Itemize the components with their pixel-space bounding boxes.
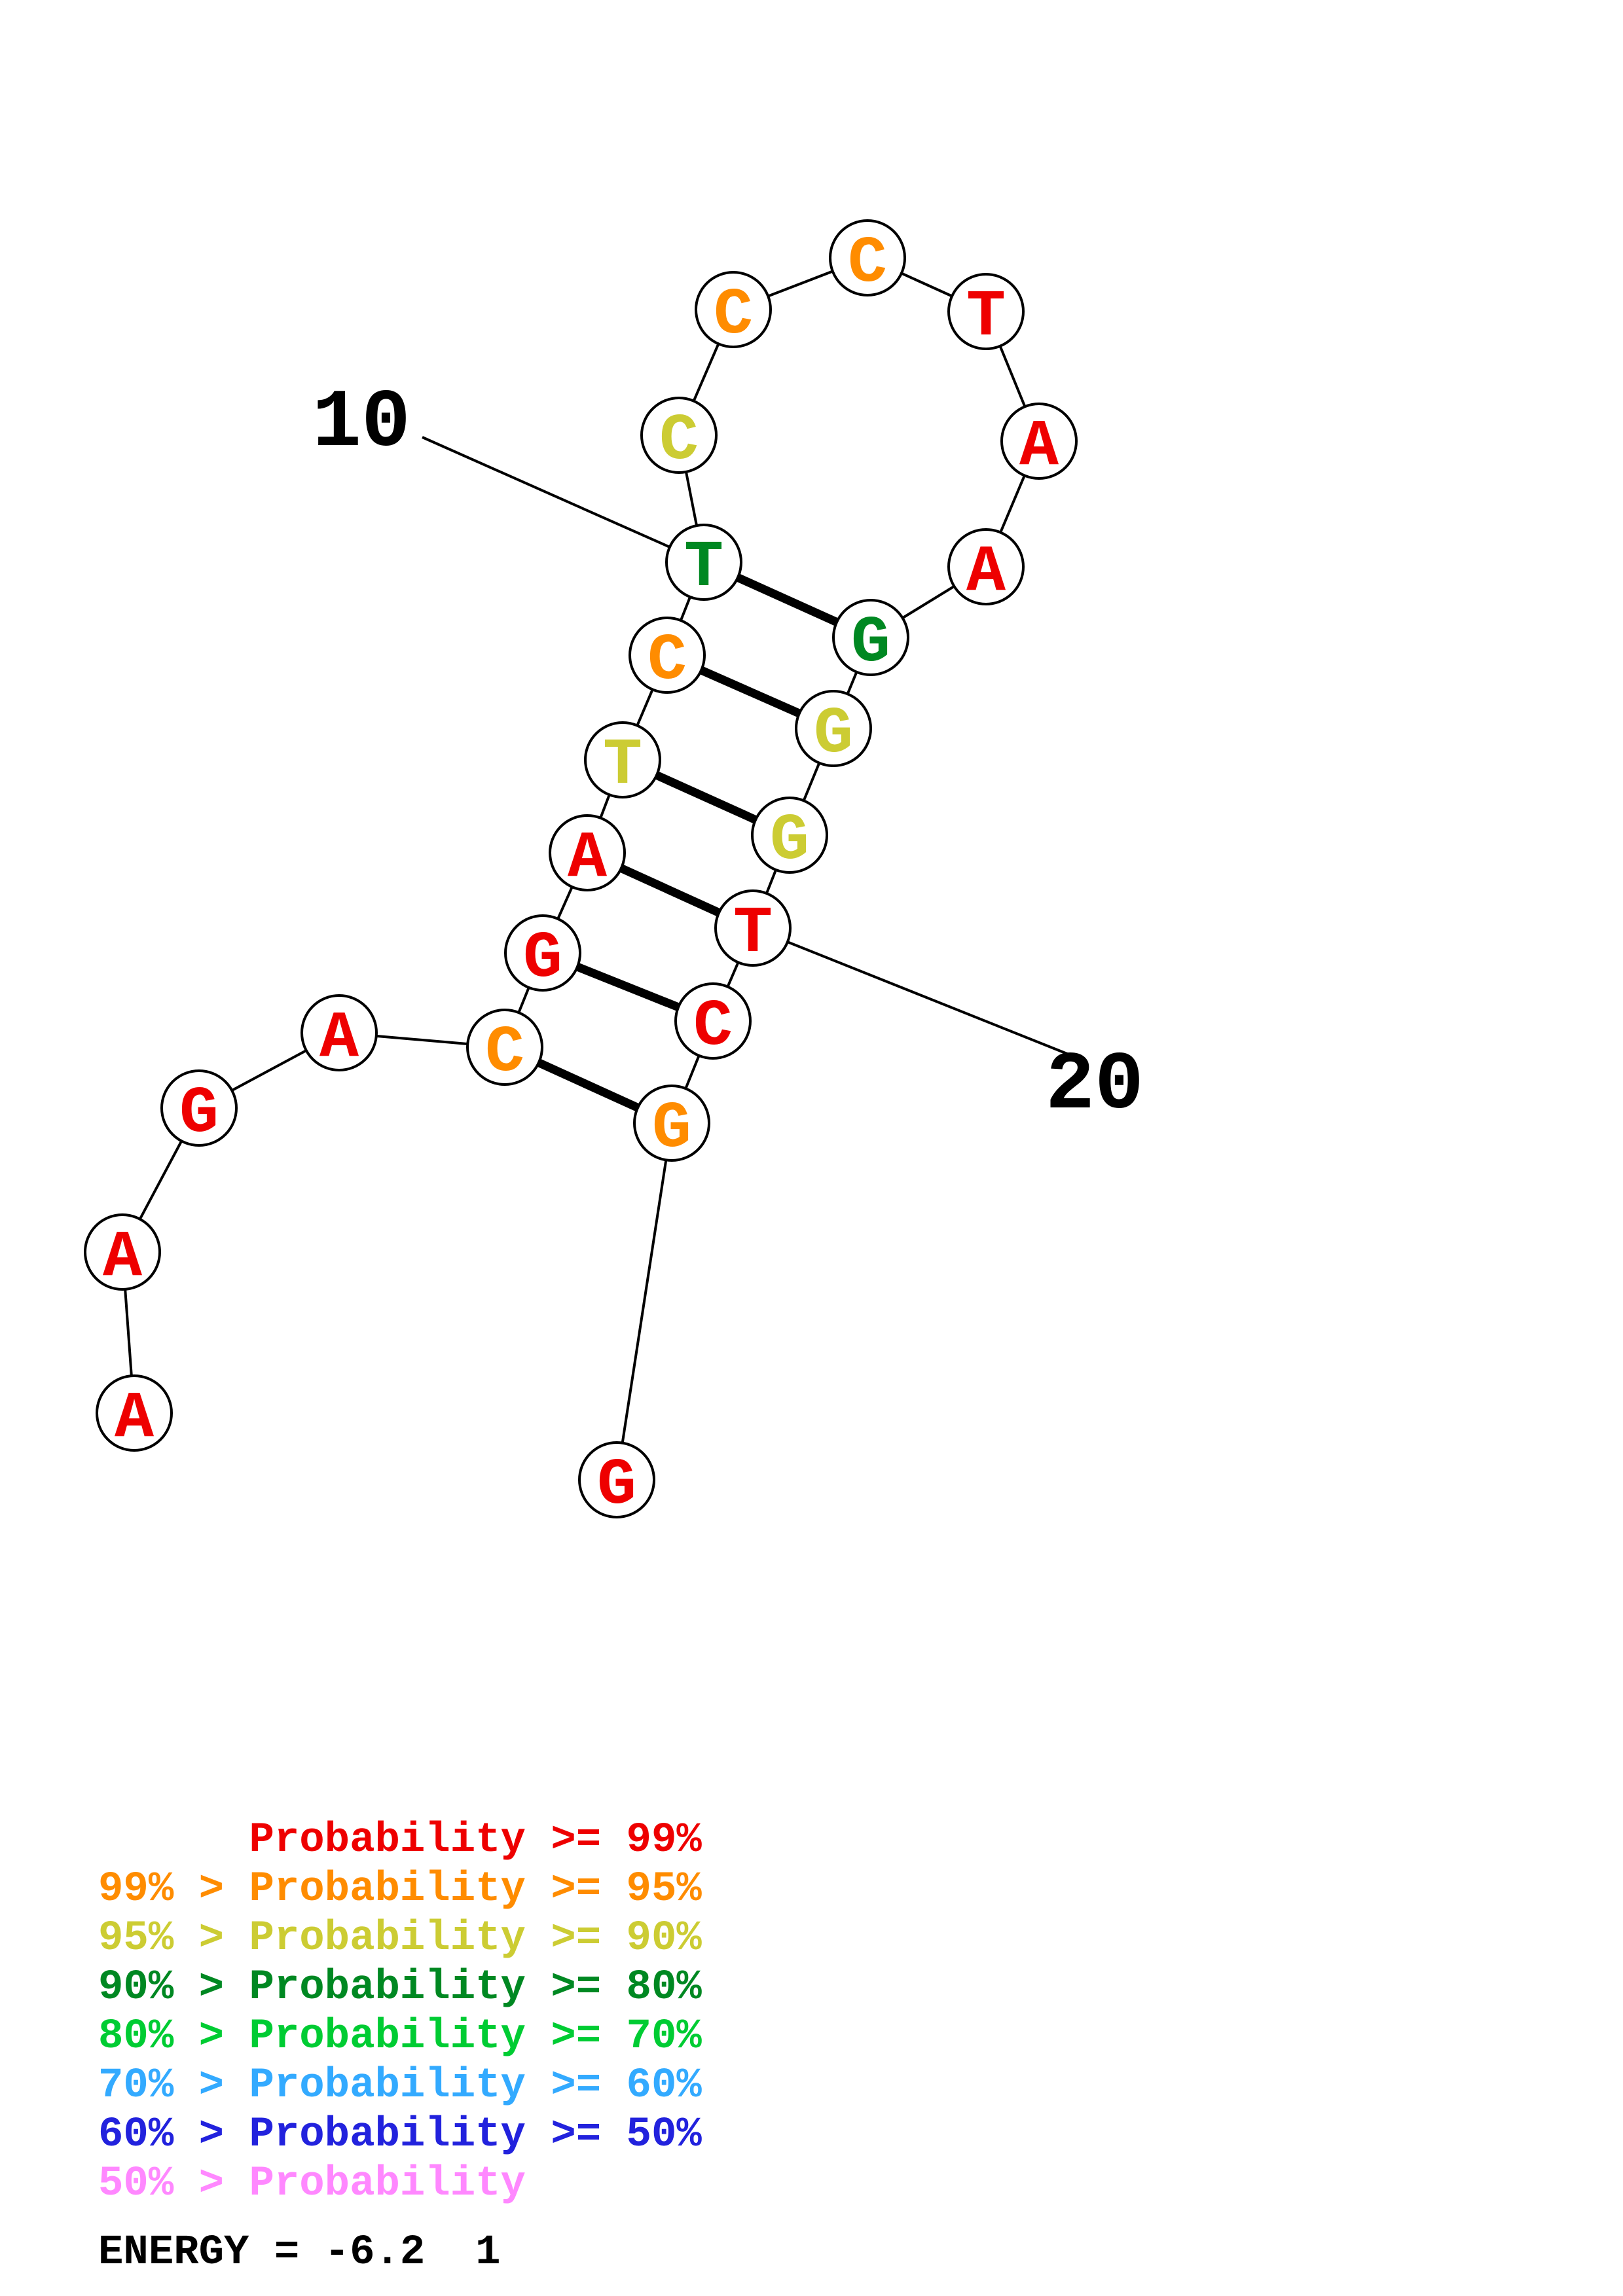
backbone-line xyxy=(615,1122,673,1480)
nucleotide-letter: A xyxy=(568,822,608,896)
nucleotide-letter: C xyxy=(714,279,753,353)
nucleotide-circle xyxy=(947,273,1025,350)
nucleotide-letter: G xyxy=(652,1092,691,1166)
position-label-20: 20 xyxy=(1046,1039,1144,1132)
nucleotide-15-A: A xyxy=(1000,403,1078,484)
nucleotide-22-G: G xyxy=(633,1085,710,1166)
legend-row-darkgreen: 90% > Probability >= 80% xyxy=(98,1964,702,2011)
nucleotide-circle xyxy=(640,397,718,474)
legend-row-red: Probability >= 99% xyxy=(98,1817,702,1864)
nucleotide-circle xyxy=(96,1374,173,1452)
nucleotide-circle xyxy=(549,814,626,891)
nucleotide-circle xyxy=(633,1085,710,1162)
legend-row-green: 80% > Probability >= 70% xyxy=(98,2013,702,2060)
legend-row-lightblue: 70% > Probability >= 60% xyxy=(98,2062,702,2109)
nucleotide-letter: C xyxy=(647,624,687,698)
nucleotide-circle xyxy=(578,1441,655,1518)
nucleotide-circle xyxy=(584,721,661,798)
nucleotide-7-A: A xyxy=(549,814,626,896)
nucleotide-16-A: A xyxy=(947,528,1025,610)
nucleotide-letter: A xyxy=(103,1221,143,1295)
legend-row-yellow: 95% > Probability >= 90% xyxy=(98,1915,702,1962)
nucleotide-letter: G xyxy=(814,698,853,772)
nucleotide-letter: T xyxy=(733,897,773,971)
nucleotide-circle xyxy=(84,1213,161,1291)
nucleotide-circle xyxy=(665,524,742,601)
legend-row-violet: 50% > Probability xyxy=(98,2161,526,2208)
nucleotide-circle xyxy=(714,889,792,967)
nucleotide-letter: C xyxy=(848,227,887,301)
nucleotide-4-A: A xyxy=(301,994,378,1076)
nucleotide-circle xyxy=(795,690,872,767)
nucleotide-19-G: G xyxy=(751,797,828,878)
nucleotide-letter: T xyxy=(684,531,723,605)
energy-label: ENERGY = -6.2 1 xyxy=(98,2229,501,2276)
nucleotide-12-C: C xyxy=(695,271,772,353)
nucleotide-letter: A xyxy=(966,536,1006,610)
nucleotide-18-G: G xyxy=(795,690,872,772)
nucleotide-letter: C xyxy=(659,404,699,478)
nucleotide-letter: G xyxy=(523,922,562,996)
nucleotide-circle xyxy=(695,271,772,348)
position-label-10: 10 xyxy=(312,377,410,470)
nucleotide-3-G: G xyxy=(160,1069,238,1151)
nucleotide-10-T: T xyxy=(665,524,742,605)
nucleotide-14-T: T xyxy=(947,273,1025,355)
nucleotide-circle xyxy=(504,914,581,992)
label-pointer-line xyxy=(752,927,1071,1056)
nucleotide-2-A: A xyxy=(84,1213,161,1295)
nucleotide-circle xyxy=(629,617,706,694)
nucleotide-1-A: A xyxy=(96,1374,173,1456)
probability-legend: Probability >= 99% 99% > Probability >= 9… xyxy=(98,1816,702,2209)
nucleotide-letter: A xyxy=(319,1002,359,1076)
nucleotide-circle xyxy=(160,1069,238,1147)
nucleotide-circle xyxy=(947,528,1025,605)
nucleotide-11-C: C xyxy=(640,397,718,478)
nucleotide-circle xyxy=(751,797,828,874)
nucleotide-letter: C xyxy=(693,990,733,1064)
nucleotide-letter: A xyxy=(115,1382,155,1456)
nucleotide-circle xyxy=(466,1009,543,1086)
nucleotide-letter: G xyxy=(851,607,890,681)
nucleotide-circle xyxy=(674,982,752,1060)
nucleotide-6-G: G xyxy=(504,914,581,996)
nucleotide-21-C: C xyxy=(674,982,752,1064)
nucleotide-letter: C xyxy=(485,1016,524,1090)
label-pointer-line xyxy=(422,436,704,564)
nucleotide-letter: G xyxy=(179,1077,219,1151)
nucleotide-letter: G xyxy=(770,804,809,878)
nucleotide-circle xyxy=(1000,403,1078,480)
nucleotide-circle xyxy=(301,994,378,1071)
nucleotide-letter: G xyxy=(597,1449,636,1523)
nucleotide-letter: T xyxy=(966,281,1006,355)
nucleotide-20-T: T xyxy=(714,889,792,971)
legend-row-blue: 60% > Probability >= 50% xyxy=(98,2111,702,2159)
legend-row-orange: 99% > Probability >= 95% xyxy=(98,1866,702,1913)
nucleotide-23-G: G xyxy=(578,1441,655,1523)
nucleotide-5-C: C xyxy=(466,1009,543,1090)
nucleotide-letter: T xyxy=(603,729,642,803)
nucleotide-circle xyxy=(829,219,906,296)
nucleotide-8-T: T xyxy=(584,721,661,803)
nucleotide-9-C: C xyxy=(629,617,706,698)
nucleotide-17-G: G xyxy=(832,599,909,681)
nucleotide-letter: A xyxy=(1019,410,1059,484)
nucleotide-circle xyxy=(832,599,909,676)
nucleotide-13-C: C xyxy=(829,219,906,301)
